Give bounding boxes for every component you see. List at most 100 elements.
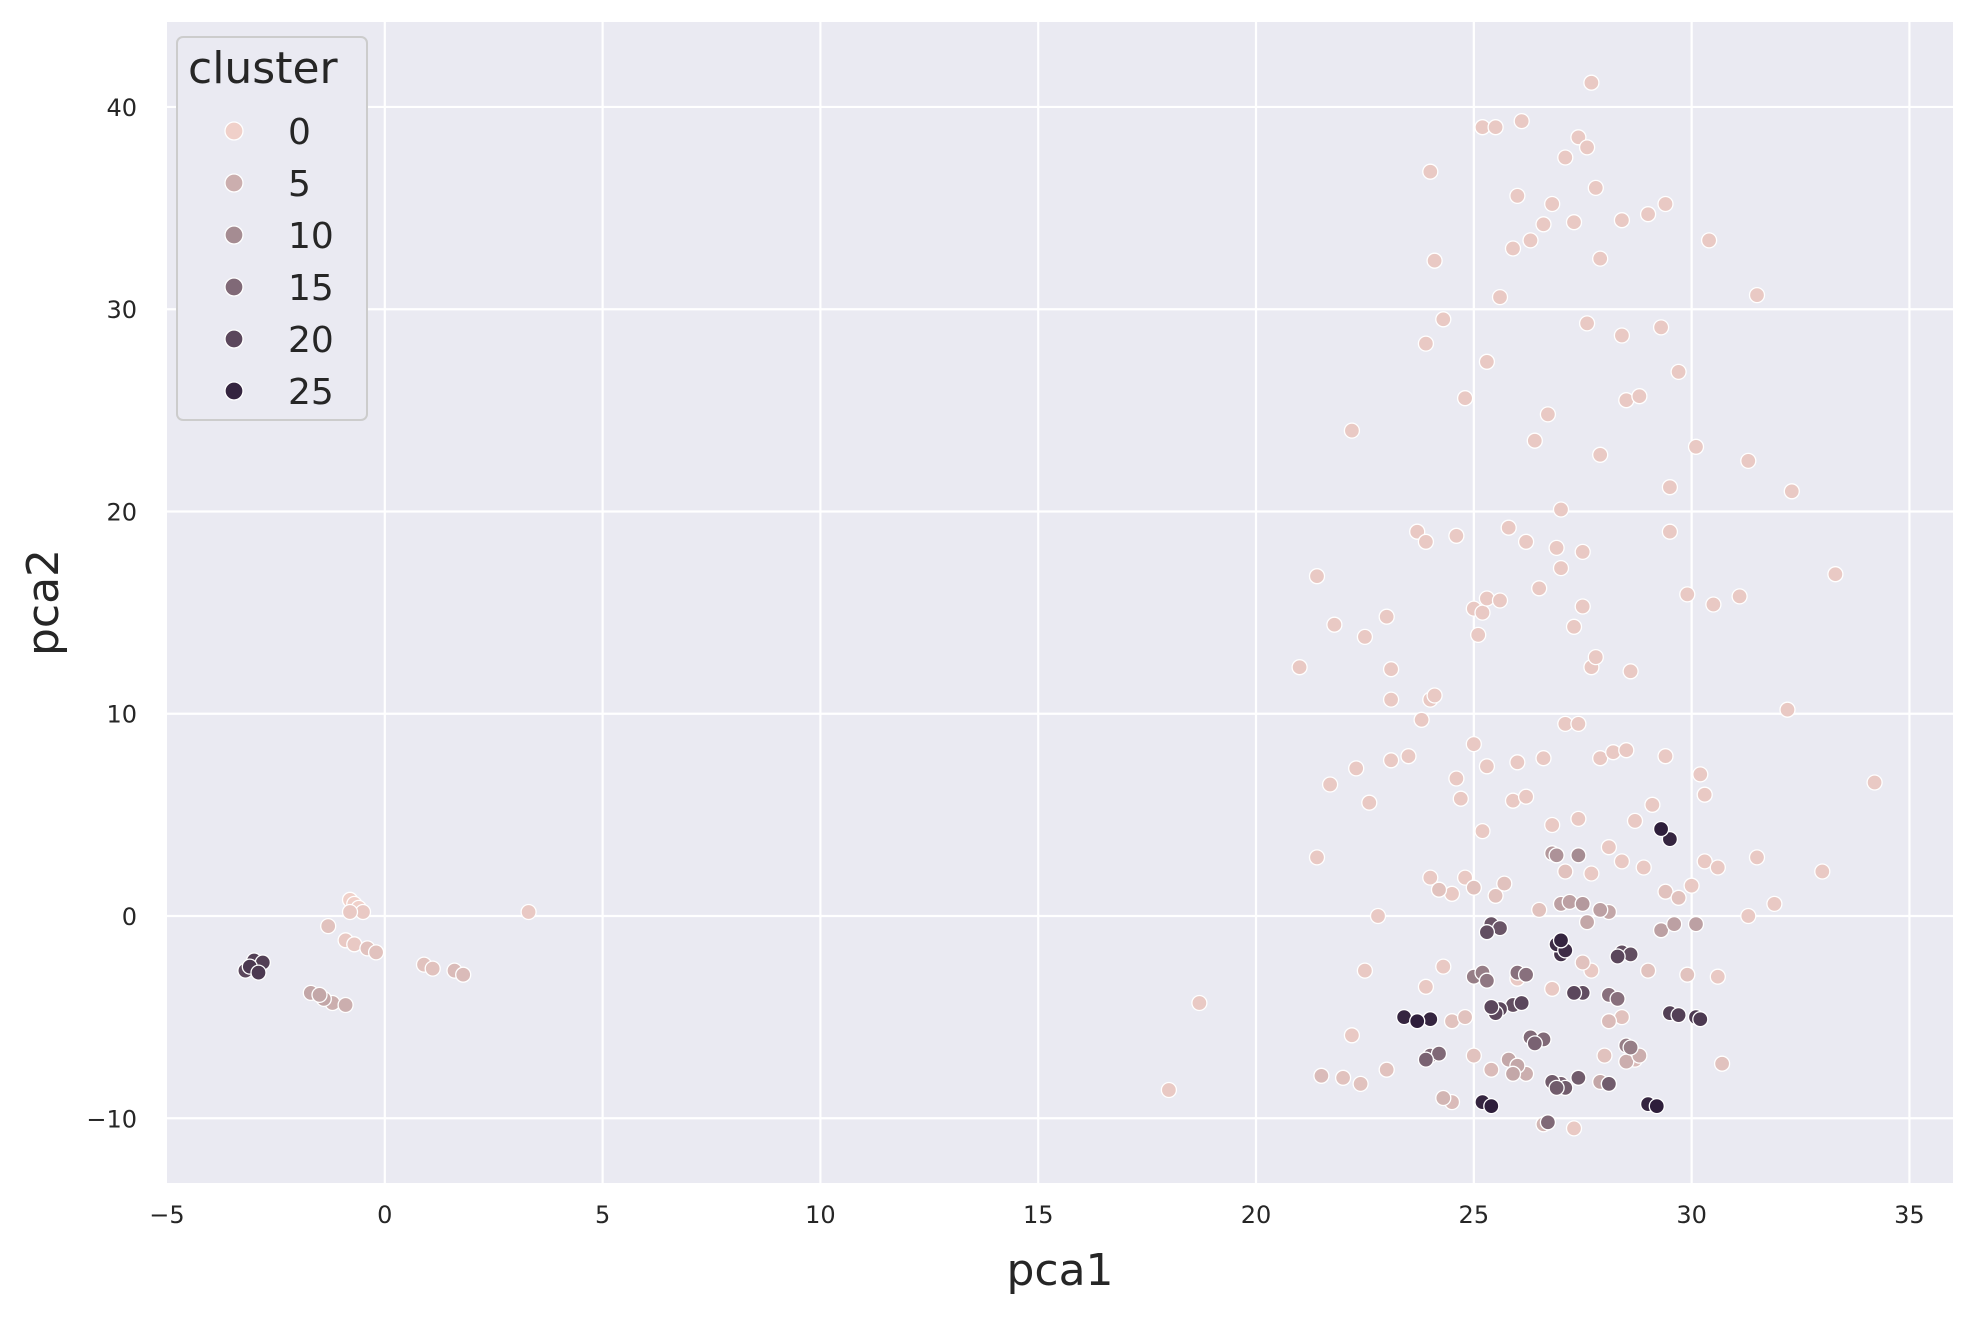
x-tick-label: 20 [1241, 1201, 1272, 1229]
scatter-point [341, 903, 359, 921]
scatter-point [1517, 788, 1535, 805]
x-tick-label: 35 [1894, 1201, 1925, 1229]
scatter-point [1417, 335, 1435, 352]
scatter-point [1539, 1114, 1557, 1131]
scatter-point [1160, 1081, 1178, 1099]
scatter-point [1478, 758, 1496, 775]
scatter-point [1291, 659, 1308, 676]
scatter-point [1448, 527, 1465, 544]
scatter-point [1866, 774, 1883, 791]
scatter-point [1382, 661, 1400, 678]
legend-marker [224, 329, 244, 349]
scatter-point [1470, 626, 1487, 644]
scatter-point [1343, 422, 1361, 439]
scatter-point [1465, 1047, 1482, 1064]
scatter-point [1661, 523, 1679, 540]
scatter-point [1657, 748, 1674, 765]
scatter-point [1578, 139, 1596, 156]
scatter-point [1609, 948, 1626, 965]
scatter-point [1552, 501, 1570, 518]
scatter-point [1583, 74, 1600, 91]
scatter-point [1483, 998, 1500, 1016]
scatter-point [311, 986, 328, 1004]
legend-marker [224, 277, 244, 297]
legend-title: cluster [188, 43, 339, 94]
scatter-point [1661, 479, 1679, 496]
scatter-point [1343, 1027, 1361, 1044]
scatter-point [1483, 1097, 1500, 1115]
scatter-point [337, 996, 354, 1014]
scatter-point [1191, 994, 1208, 1012]
y-tick-label: 0 [122, 903, 137, 931]
scatter-point [1731, 588, 1748, 605]
scatter-point [1570, 847, 1587, 864]
scatter-point [1526, 1035, 1543, 1052]
scatter-point [1526, 432, 1543, 449]
scatter-point [1465, 735, 1482, 753]
scatter-point [1596, 1047, 1613, 1064]
scatter-point [1313, 1067, 1330, 1084]
scatter-point [1422, 869, 1439, 886]
scatter-point [1565, 1120, 1583, 1137]
scatter-point [1565, 214, 1583, 231]
data-points [237, 74, 1883, 1137]
legend-label: 15 [288, 268, 334, 309]
scatter-point [1670, 1006, 1687, 1024]
scatter-point [250, 964, 267, 981]
scatter-point [1422, 163, 1439, 180]
scatter-point [1574, 954, 1591, 971]
scatter-point [1570, 810, 1587, 828]
legend-marker [224, 225, 244, 245]
scatter-point [1382, 691, 1400, 708]
scatter-point [1552, 559, 1570, 577]
scatter-point [1696, 853, 1713, 870]
scatter-point [1452, 790, 1469, 807]
scatter-point [1639, 962, 1657, 979]
scatter-point [1592, 901, 1609, 919]
scatter-point [1748, 286, 1766, 304]
scatter-point [1713, 1055, 1731, 1072]
scatter-point [1578, 315, 1596, 332]
legend-items: 0 5 10 15 20 25 [224, 112, 334, 413]
scatter-point [1652, 319, 1670, 336]
scatter-point [1400, 748, 1417, 765]
scatter-point [1369, 907, 1387, 925]
scatter-point [1692, 1011, 1709, 1028]
scatter-point [1552, 932, 1570, 949]
legend-label: 5 [288, 164, 311, 205]
scatter-point [1574, 543, 1591, 561]
x-tick-label: 10 [805, 1201, 836, 1229]
scatter-point [1417, 533, 1435, 550]
grid [167, 22, 1953, 1183]
legend-label: 0 [288, 112, 311, 153]
scatter-point [1430, 1045, 1448, 1062]
scatter-point [1583, 865, 1600, 882]
scatter-point [1709, 859, 1726, 876]
scatter-point [1687, 915, 1705, 933]
scatter-point [1578, 913, 1596, 931]
x-tick-label: −5 [149, 1201, 184, 1229]
scatter-point [1587, 179, 1604, 197]
x-tick-label: 5 [595, 1201, 610, 1229]
scatter-point [1748, 849, 1766, 866]
legend-marker [224, 121, 244, 141]
scatter-point [1548, 847, 1565, 864]
scatter-point [424, 960, 441, 977]
scatter-point [1587, 648, 1604, 666]
scatter-point [1513, 994, 1530, 1012]
y-tick-label: 30 [106, 296, 137, 324]
scatter-point [1600, 1075, 1618, 1093]
scatter-point [1483, 1061, 1500, 1078]
scatter-point [1692, 766, 1709, 783]
scatter-point [1448, 770, 1465, 787]
scatter-point [1700, 232, 1718, 249]
scatter-point [1326, 616, 1343, 633]
scatter-point [1766, 895, 1783, 913]
scatter-point [1456, 1008, 1474, 1026]
scatter-point [1592, 446, 1609, 463]
legend-label: 25 [288, 372, 334, 413]
scatter-point [1334, 1069, 1352, 1086]
scatter-point [455, 966, 472, 983]
scatter-point [1639, 206, 1657, 223]
scatter-point [1652, 820, 1670, 838]
